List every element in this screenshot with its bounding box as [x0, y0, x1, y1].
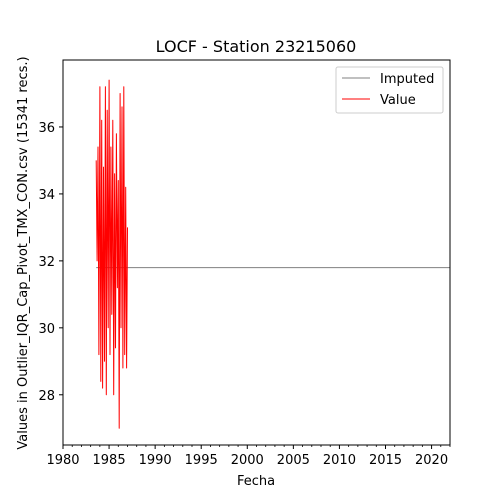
y-tick-label: 28: [38, 389, 55, 404]
x-tick-label: 2015: [369, 453, 402, 468]
x-axis: 1980 1985 1990 1995 2000 2005 2010 2015 2020: [46, 445, 451, 468]
y-axis: 28 30 32 34 36: [38, 121, 63, 404]
x-axis-label: Fecha: [237, 474, 275, 489]
y-axis-label: Values in Outlier_IQR_Cap_Pivot_TMX_CON.…: [16, 56, 31, 449]
x-tick-label: 2010: [323, 453, 356, 468]
legend-value-label: Value: [380, 93, 416, 108]
chart-title: LOCF - Station 23215060: [156, 37, 357, 56]
plot-area: [95, 79, 450, 429]
y-tick-label: 30: [38, 322, 55, 337]
x-tick-label: 1995: [185, 453, 218, 468]
y-tick-label: 34: [38, 188, 55, 203]
x-tick-label: 2005: [277, 453, 310, 468]
x-tick-label: 1990: [139, 453, 172, 468]
x-tick-label: 2000: [231, 453, 264, 468]
x-tick-label: 2020: [415, 453, 448, 468]
series-line-value: [95, 79, 128, 429]
x-tick-label: 1980: [46, 453, 79, 468]
legend: Imputed Value: [335, 66, 444, 114]
legend-imputed-label: Imputed: [380, 72, 434, 87]
y-tick-label: 32: [38, 255, 55, 270]
y-tick-label: 36: [38, 121, 55, 136]
x-tick-label: 1985: [93, 453, 126, 468]
